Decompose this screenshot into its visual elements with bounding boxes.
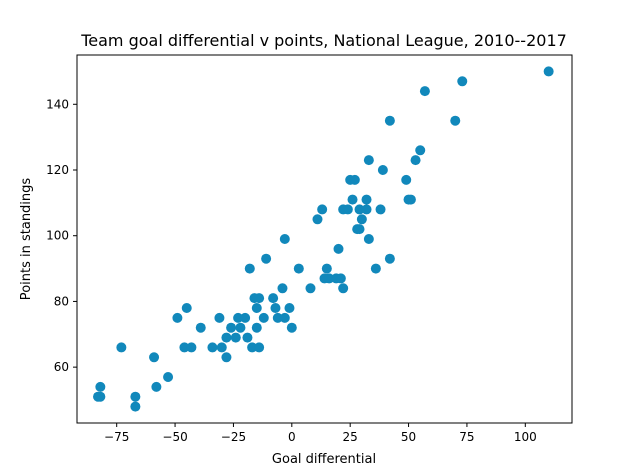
y-tick-label: 120 [46, 163, 69, 177]
data-point [401, 174, 412, 185]
data-point [317, 204, 328, 215]
y-tick-label: 60 [54, 360, 69, 374]
data-point [216, 342, 227, 353]
data-point [338, 283, 349, 294]
data-point [214, 312, 225, 323]
data-point [242, 332, 253, 343]
data-point [450, 115, 461, 126]
data-point [258, 312, 269, 323]
data-point [384, 115, 395, 126]
y-axis-label: Points in standings [19, 178, 34, 301]
x-tick-label: 100 [514, 430, 537, 444]
x-axis: −75 −50 −25 0 25 50 75 100 [104, 423, 537, 444]
data-point [333, 243, 344, 254]
x-tick-label: 50 [401, 430, 416, 444]
data-point [186, 342, 197, 353]
x-tick-label: −75 [104, 430, 129, 444]
data-point [244, 263, 255, 274]
data-point [235, 322, 246, 333]
data-point [270, 303, 281, 313]
data-point [361, 204, 372, 215]
data-point [279, 312, 290, 323]
data-point [384, 253, 395, 264]
data-point [347, 194, 358, 205]
data-point [324, 273, 335, 284]
data-points [93, 66, 554, 412]
data-point [312, 214, 323, 225]
data-point [254, 342, 265, 353]
y-tick-label: 140 [46, 97, 69, 111]
data-point [149, 352, 160, 363]
data-point [375, 204, 386, 215]
data-point [130, 391, 141, 402]
y-tick-label: 100 [46, 229, 69, 243]
x-tick-label: −50 [162, 430, 187, 444]
data-point [207, 342, 218, 353]
x-tick-label: 0 [288, 430, 296, 444]
y-axis: 60 80 100 120 140 [46, 97, 77, 374]
data-point [240, 312, 251, 323]
data-point [251, 303, 262, 313]
data-point [272, 312, 283, 323]
y-tick-label: 80 [54, 294, 69, 308]
data-point [172, 312, 183, 323]
x-tick-label: 75 [459, 430, 474, 444]
data-point [286, 322, 297, 333]
data-point [335, 273, 346, 284]
data-point [293, 263, 304, 274]
data-point [284, 303, 295, 313]
data-point [361, 194, 372, 205]
chart-title: Team goal differential v points, Nationa… [80, 31, 567, 50]
data-point [179, 342, 190, 353]
data-point [415, 145, 426, 156]
data-point [370, 263, 381, 274]
data-point [543, 66, 554, 77]
data-point [95, 391, 106, 402]
data-point [279, 234, 290, 244]
data-point [342, 204, 353, 215]
data-point [254, 293, 265, 304]
data-point [230, 332, 241, 343]
data-point [151, 381, 162, 392]
data-point [354, 204, 365, 215]
data-point [251, 322, 262, 333]
data-point [221, 332, 232, 343]
data-point [277, 283, 288, 294]
x-tick-label: 25 [343, 430, 358, 444]
data-point [268, 293, 279, 304]
data-point [363, 155, 374, 166]
data-point [354, 224, 365, 235]
data-point [410, 155, 421, 166]
data-point [226, 322, 237, 333]
data-point [349, 174, 360, 185]
data-point [405, 194, 416, 205]
data-point [95, 381, 106, 392]
data-point [221, 352, 232, 363]
data-point [321, 263, 332, 274]
data-point [377, 165, 388, 175]
x-axis-label: Goal differential [272, 452, 376, 467]
data-point [419, 86, 430, 97]
data-point [261, 253, 272, 264]
data-point [356, 214, 367, 225]
x-tick-label: −25 [221, 430, 246, 444]
plot-area-frame [76, 54, 573, 424]
data-point [130, 401, 141, 412]
data-point [247, 342, 258, 353]
data-point [163, 372, 174, 382]
data-point [305, 283, 316, 294]
data-point [457, 76, 468, 87]
data-point [233, 312, 244, 323]
data-point [181, 303, 192, 313]
data-point [363, 234, 374, 244]
data-point [195, 322, 206, 333]
data-point [116, 342, 127, 353]
